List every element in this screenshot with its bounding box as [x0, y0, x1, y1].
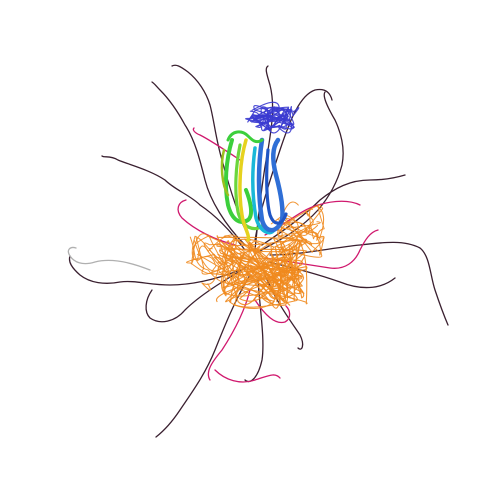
core-strand: [274, 201, 319, 246]
tail-strand: [101, 155, 246, 251]
beta-strand-yellow: [238, 138, 251, 242]
n-terminus-strand: [250, 113, 291, 128]
tail-strand: [171, 64, 251, 241]
beta-sheet: [220, 130, 288, 242]
tail-strand: [269, 241, 449, 326]
tail-strand: [155, 274, 251, 438]
n-terminus-strand: [249, 107, 300, 126]
core-strand: [196, 234, 238, 275]
core-strand: [201, 235, 237, 291]
loop-strand: [254, 299, 291, 324]
core-strand: [186, 247, 240, 276]
tail-strand: [68, 255, 241, 286]
beta-strand-blue: [265, 148, 288, 225]
loop-strand: [214, 369, 281, 383]
disordered-core: [186, 201, 325, 309]
tail-strand: [151, 81, 246, 246]
tail-strand-grey: [67, 246, 151, 271]
loop-strand: [192, 127, 241, 161]
tail-strand: [145, 267, 246, 323]
n-terminal-cluster: [245, 101, 300, 134]
core-strand: [275, 204, 325, 248]
beta-strand-cyan: [251, 146, 276, 235]
tail-strand: [261, 174, 406, 246]
core-strand: [277, 205, 325, 247]
beta-turn-green: [226, 130, 264, 144]
beta-strand-green: [234, 143, 264, 231]
core-strand: [189, 233, 236, 280]
core-strand: [229, 238, 305, 302]
beta-turn-olive: [220, 148, 230, 197]
core-strand: [216, 235, 307, 306]
beta-strand-green: [223, 138, 254, 224]
core-strand: [237, 238, 308, 307]
loop-strand: [177, 199, 236, 246]
